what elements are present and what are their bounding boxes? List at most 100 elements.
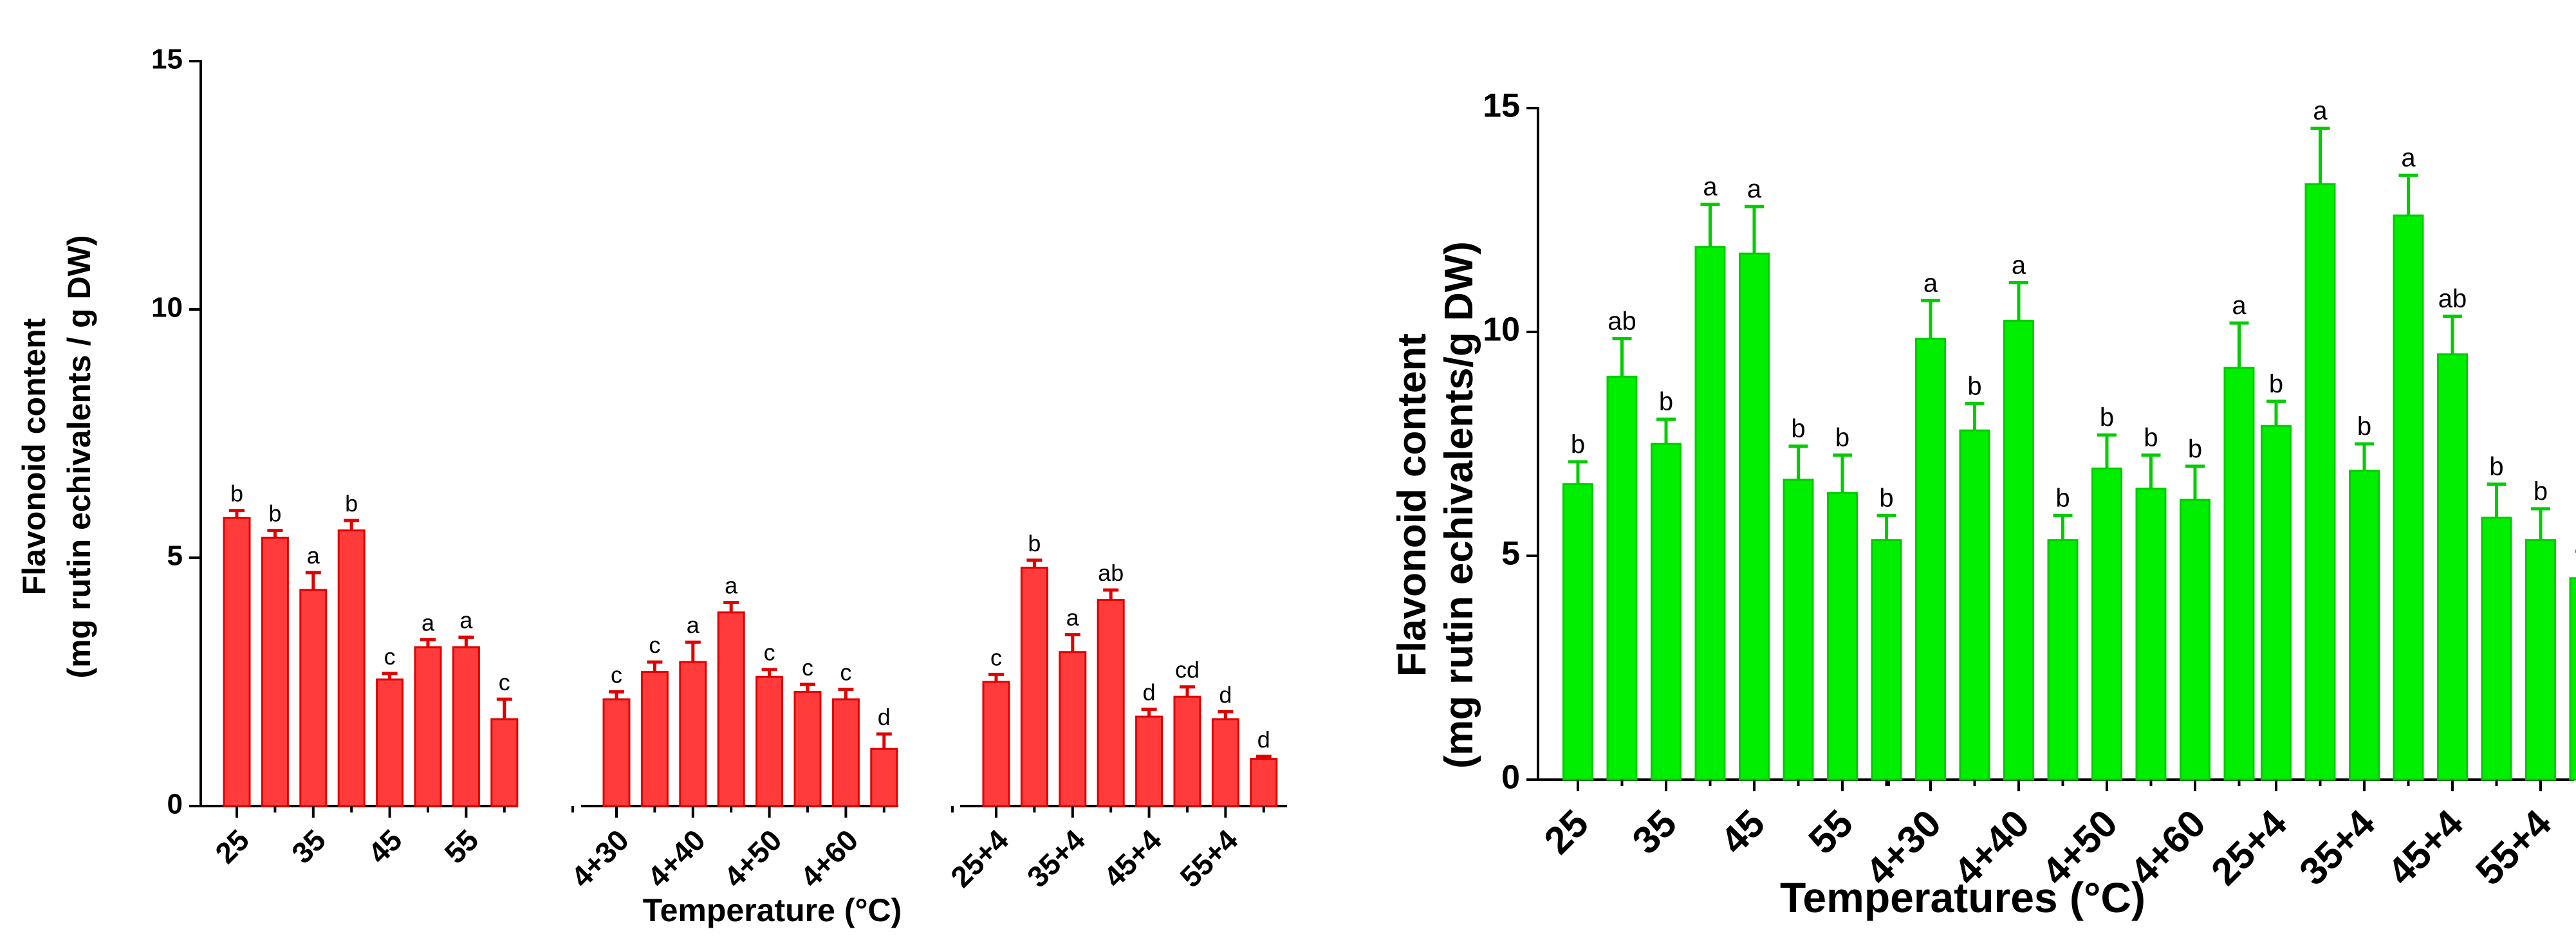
significance-letter: c xyxy=(840,659,851,686)
error-bar xyxy=(761,668,777,677)
error-bar xyxy=(988,672,1004,682)
error-bar xyxy=(1180,685,1195,697)
significance-letter: ab xyxy=(2438,285,2467,313)
bar xyxy=(2525,539,2556,781)
error-bar xyxy=(1141,707,1157,717)
significance-letter: b xyxy=(1835,423,1849,452)
x-tick-label: 25 xyxy=(208,823,255,870)
bar xyxy=(1915,337,1946,781)
bar xyxy=(1694,246,1726,781)
x-tick-label: 25+4 xyxy=(944,823,1015,894)
bar xyxy=(2135,488,2167,781)
bar xyxy=(870,748,898,807)
bar xyxy=(261,537,289,807)
x-axis-title: Temperature (°C) xyxy=(643,892,902,928)
significance-letter: c xyxy=(649,632,660,658)
x-tick-label: 35+4 xyxy=(2291,801,2383,893)
error-bar xyxy=(2310,126,2330,185)
bar xyxy=(793,690,822,807)
bar xyxy=(1871,539,1902,781)
significance-letter: a xyxy=(2401,143,2416,172)
error-bar xyxy=(1876,513,1896,540)
error-bar xyxy=(420,638,436,647)
error-bar xyxy=(1103,588,1119,600)
significance-letter: a xyxy=(2313,96,2328,125)
x-tick-label: 55+4 xyxy=(2467,801,2559,893)
significance-letter: a xyxy=(1066,605,1080,631)
error-bar xyxy=(647,660,663,672)
y-tick-label: 0 xyxy=(167,789,183,820)
x-tick-label: 35+4 xyxy=(1021,823,1091,894)
y-axis-title-line1: Flavonoid content xyxy=(1390,333,1434,677)
error-bar xyxy=(800,683,815,692)
error-bar xyxy=(838,688,854,700)
bar xyxy=(2223,367,2255,781)
bar xyxy=(1827,492,1858,781)
significance-letter: ab xyxy=(1608,307,1636,335)
x-tick-label: 4+40 xyxy=(641,823,712,894)
bar xyxy=(1097,599,1125,807)
significance-letter: d xyxy=(1143,679,1156,705)
significance-letter: a xyxy=(725,572,738,598)
bar xyxy=(2261,425,2292,781)
bar xyxy=(1562,483,1593,781)
error-bar xyxy=(876,732,892,749)
x-tick-label: 55 xyxy=(1801,802,1862,863)
bar xyxy=(2481,517,2512,781)
error-bar xyxy=(344,518,360,531)
bar xyxy=(2003,320,2034,781)
bar xyxy=(1651,443,1682,781)
error-bar xyxy=(609,690,624,700)
significance-letter: c xyxy=(499,669,510,695)
error-bar xyxy=(685,640,701,663)
bar xyxy=(414,646,442,807)
error-bar xyxy=(2141,453,2161,489)
significance-letter: b xyxy=(345,490,358,517)
y-tick-label: 15 xyxy=(151,44,183,75)
y-tick-label: 5 xyxy=(167,540,183,572)
significance-letter: d xyxy=(878,704,891,730)
error-bar xyxy=(2053,513,2073,540)
bar xyxy=(2437,353,2468,781)
bar xyxy=(490,718,519,807)
bar xyxy=(452,646,480,807)
significance-letter: a xyxy=(422,609,435,636)
error-bar xyxy=(305,571,321,591)
x-tick-label: 45 xyxy=(1712,802,1774,863)
error-bar xyxy=(1612,336,1632,377)
significance-letter: a xyxy=(2012,251,2026,279)
significance-letter: d xyxy=(1219,681,1232,708)
significance-letter: cd xyxy=(1175,657,1200,683)
significance-letter: a xyxy=(307,542,320,569)
x-tick-label: 45+4 xyxy=(1097,823,1168,894)
error-bar xyxy=(2355,442,2374,471)
significance-letter: d xyxy=(1257,726,1270,753)
significance-letter: a xyxy=(459,607,473,634)
significance-letter: b xyxy=(2144,423,2158,452)
significance-letter: b xyxy=(2357,412,2371,441)
bar xyxy=(1739,252,1770,781)
significance-letter: c xyxy=(990,644,1002,670)
error-bar xyxy=(1965,401,1985,431)
error-bar xyxy=(1218,710,1234,719)
y-axis-title-line2: (mg rutin echivalents/g DW) xyxy=(1437,241,1481,769)
significance-letter: c xyxy=(384,643,396,670)
error-bar xyxy=(1788,444,1808,480)
bar xyxy=(755,675,784,807)
error-bar xyxy=(458,636,474,647)
bar xyxy=(299,589,328,807)
error-bar xyxy=(1921,298,1940,339)
x-tick-label: 55+4 xyxy=(1173,823,1244,894)
bar xyxy=(982,681,1010,807)
error-bar xyxy=(2097,433,2117,469)
significance-letter: b xyxy=(1028,530,1041,556)
y-axis-title-line1: Flavonoid content xyxy=(16,318,52,595)
error-bar xyxy=(229,509,245,518)
bar xyxy=(1783,479,1814,781)
bar xyxy=(602,698,631,807)
bar xyxy=(1250,758,1278,807)
bar xyxy=(337,529,366,807)
x-tick-label: 4+30 xyxy=(564,823,635,894)
